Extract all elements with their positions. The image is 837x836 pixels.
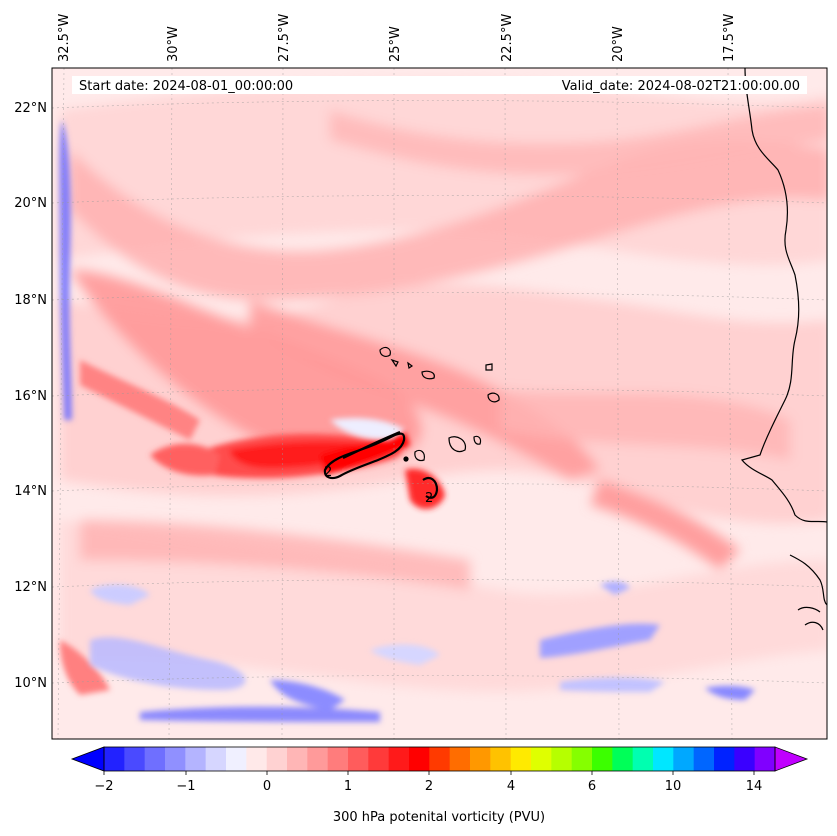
negative-pv-patches <box>59 120 755 722</box>
colorbar-tick-label: 6 <box>588 779 596 794</box>
colorbar-segment <box>124 747 146 771</box>
colorbar-segment <box>205 747 227 771</box>
colorbar-segment <box>104 747 125 771</box>
colorbar-segment <box>266 747 288 771</box>
colorbar-segment <box>429 747 451 771</box>
coastlines <box>379 68 827 631</box>
longitude-labels: 32.5°W 30°W 27.5°W 25°W 22.5°W 20°W 17.5… <box>57 14 737 62</box>
lat-tick-label: 12°N <box>14 580 47 595</box>
colorbar-right-extend <box>774 746 809 772</box>
colorbar-tick-label: 14 <box>746 779 763 794</box>
colorbar-segment <box>449 747 471 771</box>
graticule <box>52 68 827 739</box>
colorbar-segment <box>673 747 695 771</box>
latitude-labels: 22°N 20°N 18°N 16°N 14°N 12°N 10°N <box>14 101 47 691</box>
lat-tick-label: 16°N <box>14 389 47 404</box>
colorbar-segment <box>226 747 247 771</box>
lon-tick-label: 30°W <box>166 26 181 62</box>
colorbar-tick-label: 10 <box>665 779 682 794</box>
colorbar-tick-label: −1 <box>176 779 195 794</box>
colorbar-segment <box>246 747 268 771</box>
colorbar-left-extend <box>70 746 105 772</box>
lat-tick-label: 10°N <box>14 676 47 691</box>
colorbar-segment <box>612 747 634 771</box>
colorbar-segment <box>653 747 674 771</box>
colorbar-segment <box>287 747 308 771</box>
colorbar: −2 −1 0 1 2 4 6 10 14 300 hPa potenital … <box>70 746 809 825</box>
lat-tick-label: 14°N <box>14 484 47 499</box>
lon-tick-label: 22.5°W <box>500 14 515 62</box>
colorbar-segment <box>165 747 186 771</box>
colorbar-segment <box>307 747 329 771</box>
colorbar-segment <box>531 747 552 771</box>
colorbar-segment <box>754 747 776 771</box>
colorbar-segment <box>510 747 532 771</box>
contour-label: 2 <box>324 465 332 480</box>
colorbar-title: 300 hPa potenital vorticity (PVU) <box>333 810 545 825</box>
lon-tick-label: 27.5°W <box>277 14 292 62</box>
colorbar-tick-label: 0 <box>263 779 271 794</box>
colorbar-tick-label: 4 <box>507 779 515 794</box>
start-date-label: Start date: 2024-08-01_00:00:00 <box>79 79 293 94</box>
colorbar-segment <box>734 747 756 771</box>
colorbar-segment <box>551 747 573 771</box>
colorbar-segment <box>409 747 430 771</box>
map-frame <box>51 67 828 740</box>
valid-date-label: Valid_date: 2024-08-02T21:00:00.00 <box>562 79 800 94</box>
colorbar-segment <box>592 747 613 771</box>
colorbar-segment <box>714 747 735 771</box>
lon-tick-label: 32.5°W <box>57 14 72 62</box>
colorbar-ticks <box>103 771 755 775</box>
colorbar-segment <box>348 747 369 771</box>
colorbar-segment <box>490 747 512 771</box>
map-panel: 2 2 Start date: 2024-08-01_00:00:00 Vali… <box>52 68 827 739</box>
title-box <box>72 76 807 94</box>
colorbar-segment <box>470 747 491 771</box>
colorbar-segment <box>693 747 715 771</box>
lat-tick-label: 20°N <box>14 196 47 211</box>
colorbar-segments <box>104 747 776 771</box>
lon-tick-label: 25°W <box>388 26 403 62</box>
lat-tick-label: 22°N <box>14 101 47 116</box>
colorbar-segment <box>144 747 166 771</box>
pv-field <box>60 81 827 692</box>
colorbar-segment <box>632 747 654 771</box>
lon-tick-label: 17.5°W <box>722 14 737 62</box>
lat-tick-label: 18°N <box>14 293 47 308</box>
colorbar-segment <box>388 747 410 771</box>
colorbar-tick-label: 1 <box>344 779 352 794</box>
pv2-contour <box>323 430 439 499</box>
lon-tick-label: 20°W <box>611 26 626 62</box>
colorbar-tick-label: −2 <box>94 779 113 794</box>
colorbar-segment <box>185 747 207 771</box>
colorbar-tick-label: 2 <box>425 779 433 794</box>
contour-label: 2 <box>425 491 433 506</box>
colorbar-segment <box>571 747 593 771</box>
colorbar-frame <box>103 746 776 772</box>
colorbar-segment <box>368 747 390 771</box>
colorbar-segment <box>327 747 349 771</box>
